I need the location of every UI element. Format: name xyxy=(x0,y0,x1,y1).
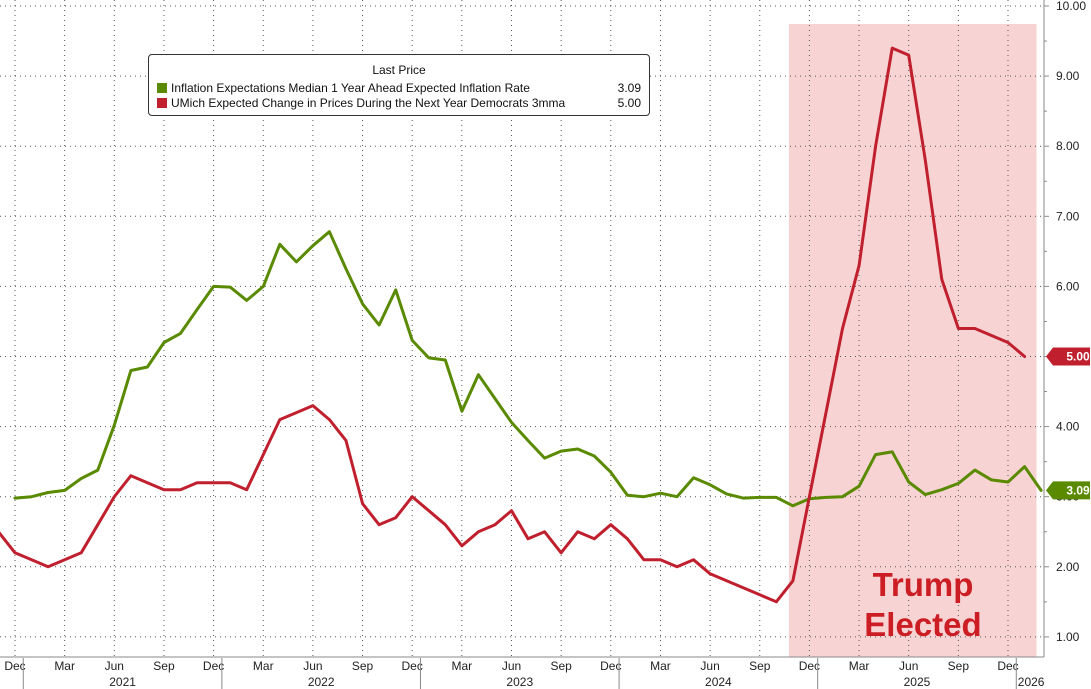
y-tick-label: 7.00 xyxy=(1056,209,1080,223)
y-tick-label: 9.00 xyxy=(1056,69,1080,83)
legend-entry-umich-democrats: UMich Expected Change in Prices During t… xyxy=(155,95,641,111)
x-tick-label: Sep xyxy=(352,659,374,673)
x-tick-label: Jun xyxy=(303,659,322,673)
x-tick-label: Mar xyxy=(253,659,274,673)
legend: Last Price Inflation Expectations Median… xyxy=(148,54,650,116)
legend-entry-expected-inflation: Inflation Expectations Median 1 Year Ahe… xyxy=(155,80,641,96)
series-line-umich-democrats xyxy=(0,46,1027,604)
x-tick-label: Mar xyxy=(54,659,75,673)
x-year-label: 2022 xyxy=(308,675,335,689)
highlight-band-trump-elected xyxy=(788,24,1037,657)
x-year-label: 2023 xyxy=(506,675,533,689)
legend-swatch-red xyxy=(157,98,167,108)
x-tick-label: Sep xyxy=(153,659,175,673)
y-tick-label: 6.00 xyxy=(1056,279,1080,293)
highlight-layer xyxy=(788,24,1037,657)
x-tick-label: Jun xyxy=(502,659,521,673)
x-tick-label: Sep xyxy=(550,659,572,673)
legend-entry-value: 5.00 xyxy=(617,96,641,110)
x-tick-label: Sep xyxy=(948,659,970,673)
y-tick-label: 2.00 xyxy=(1056,560,1080,574)
x-year-label: 2026 xyxy=(1018,675,1045,689)
last-value-badge: 5.00 xyxy=(1046,347,1090,366)
x-tick-label: Mar xyxy=(849,659,870,673)
last-value-badge-label: 3.09 xyxy=(1066,483,1090,497)
last-value-badge-shape xyxy=(1046,481,1090,500)
legend-swatch-green xyxy=(157,83,167,93)
x-tick-label: Mar xyxy=(650,659,671,673)
x-tick-label: Jun xyxy=(899,659,918,673)
x-year-label: 2025 xyxy=(904,675,931,689)
x-tick-label: Mar xyxy=(452,659,473,673)
annotation-trump: Trump xyxy=(872,566,974,603)
x-tick-label: Dec xyxy=(402,659,423,673)
gridlines xyxy=(0,0,1044,657)
x-tick-label: Jun xyxy=(700,659,719,673)
last-value-badge-label: 5.00 xyxy=(1066,350,1090,364)
y-tick-label: 8.00 xyxy=(1056,139,1080,153)
series-lines xyxy=(0,46,1043,604)
annotation-elected: Elected xyxy=(864,606,982,643)
last-value-badges: 5.00 3.09 xyxy=(1046,347,1090,500)
last-value-badge-shape xyxy=(1046,347,1090,366)
x-tick-label: Dec xyxy=(203,659,224,673)
y-tick-label: 10.00 xyxy=(1056,0,1086,13)
x-tick-label: Dec xyxy=(997,659,1018,673)
x-tick-label: Dec xyxy=(799,659,820,673)
legend-entry-label: Inflation Expectations Median 1 Year Ahe… xyxy=(171,81,530,95)
y-tick-label: 1.00 xyxy=(1056,630,1080,644)
x-year-label: 2021 xyxy=(109,675,136,689)
x-year-label: 2024 xyxy=(705,675,732,689)
last-value-badge: 3.09 xyxy=(1046,481,1090,500)
x-tick-label: Dec xyxy=(4,659,25,673)
x-tick-label: Sep xyxy=(749,659,771,673)
x-tick-label: Dec xyxy=(600,659,621,673)
series-line-expected-inflation xyxy=(13,230,1043,508)
legend-entry-label: UMich Expected Change in Prices During t… xyxy=(171,96,566,110)
x-tick-label: Jun xyxy=(105,659,124,673)
legend-entry-value: 3.09 xyxy=(617,81,641,95)
y-tick-label: 4.00 xyxy=(1056,420,1080,434)
legend-title: Last Price xyxy=(372,63,426,77)
